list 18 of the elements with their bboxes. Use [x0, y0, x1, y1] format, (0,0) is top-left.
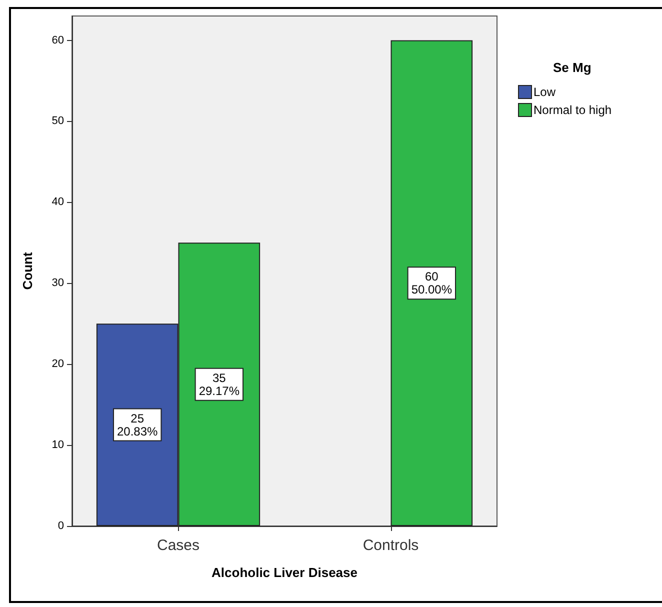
y-axis-title: Count — [20, 252, 35, 290]
y-tick-label: 20 — [52, 358, 64, 370]
legend-label: Low — [534, 85, 556, 99]
x-tick-label: Controls — [362, 537, 419, 554]
y-tick-label: 50 — [52, 115, 64, 128]
y-tick-label: 40 — [52, 196, 64, 208]
y-tick-label: 60 — [52, 34, 64, 46]
data-label: 60 50.00% — [411, 270, 452, 297]
legend-title: Se Mg — [553, 60, 592, 75]
data-label: 25 20.83% — [116, 411, 158, 438]
y-tick-label: 30 — [52, 277, 64, 290]
x-axis-title: Alcoholic Liver Disease — [212, 565, 358, 580]
legend-label: Normal to high — [534, 103, 612, 117]
data-label: 35 29.17% — [198, 370, 240, 398]
x-tick-label: Cases — [156, 537, 200, 554]
y-tick-label: 10 — [52, 439, 64, 452]
y-tick-label: 0 — [58, 520, 64, 532]
bar — [390, 40, 473, 526]
